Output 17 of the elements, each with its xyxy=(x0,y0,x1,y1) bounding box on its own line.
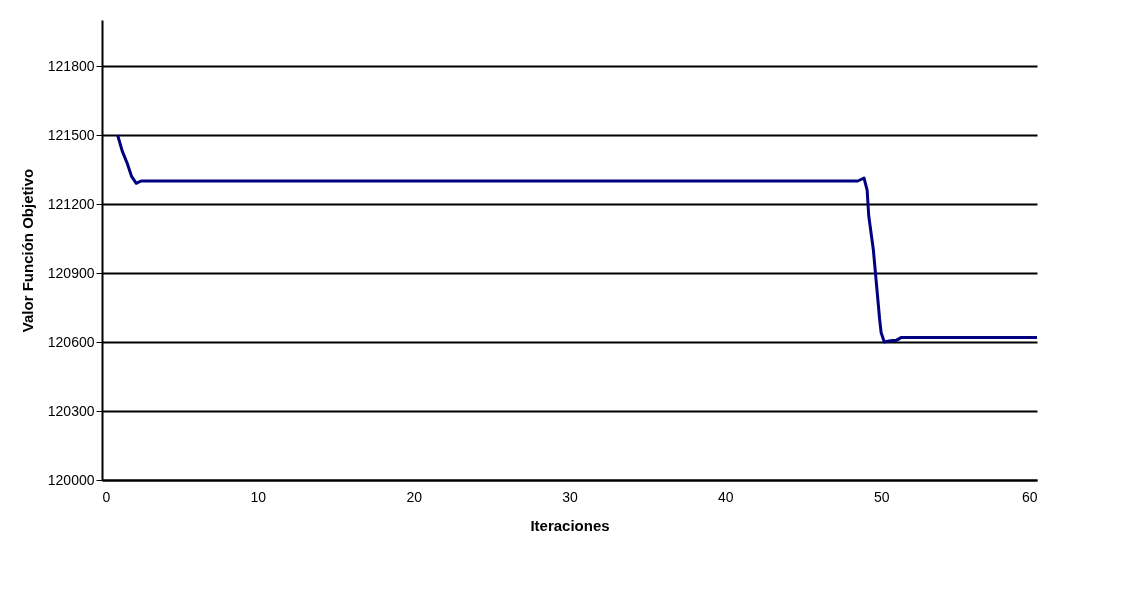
x-tick-label: 60 xyxy=(1021,488,1038,505)
y-tick-label: 121200 xyxy=(47,195,95,212)
y-tick-label: 120300 xyxy=(47,402,95,419)
y-axis-title: Valor Función Objetivo xyxy=(18,168,36,333)
x-tick-label: 20 xyxy=(406,488,423,505)
x-tick-label: 30 xyxy=(562,488,578,505)
y-tick-label: 120900 xyxy=(47,264,95,281)
x-tick-label: 40 xyxy=(718,488,734,505)
y-tick-label: 120000 xyxy=(47,471,95,488)
x-tick-label: 10 xyxy=(250,488,267,505)
y-tick-label: 121800 xyxy=(47,57,95,74)
y-tick-label: 121500 xyxy=(47,126,95,143)
x-tick-label: 0 xyxy=(102,488,111,505)
x-tick-label: 50 xyxy=(873,488,890,505)
line-series xyxy=(116,133,1039,344)
y-tick-label: 120600 xyxy=(47,333,95,350)
x-axis-title: Iteraciones xyxy=(530,516,610,534)
